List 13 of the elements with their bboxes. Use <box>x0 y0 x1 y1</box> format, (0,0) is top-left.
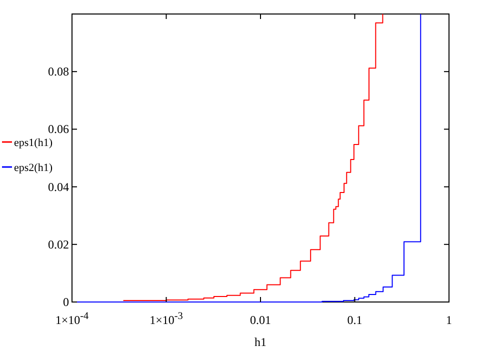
x-tick-label: 1×10$^{-3}$ <box>150 310 183 327</box>
legend-label: eps1(h1) <box>14 137 53 149</box>
y-tick-label: 0.06 <box>48 122 69 136</box>
y-tick-label: 0.08 <box>48 64 69 79</box>
y-tick-label: 0.04 <box>48 180 69 194</box>
x-tick-label: 0.1 <box>347 313 362 327</box>
y-tick-label: 0.02 <box>48 237 69 252</box>
x-axis-title: h1 <box>254 335 266 349</box>
x-tick-label: 0.01 <box>250 313 271 327</box>
legend-label: eps2(h1) <box>14 162 53 174</box>
y-tick-label: 0 <box>63 295 69 309</box>
x-tick-label: 1 <box>446 313 452 327</box>
x-tick-label: 1×10$^{-4}$ <box>55 310 89 327</box>
